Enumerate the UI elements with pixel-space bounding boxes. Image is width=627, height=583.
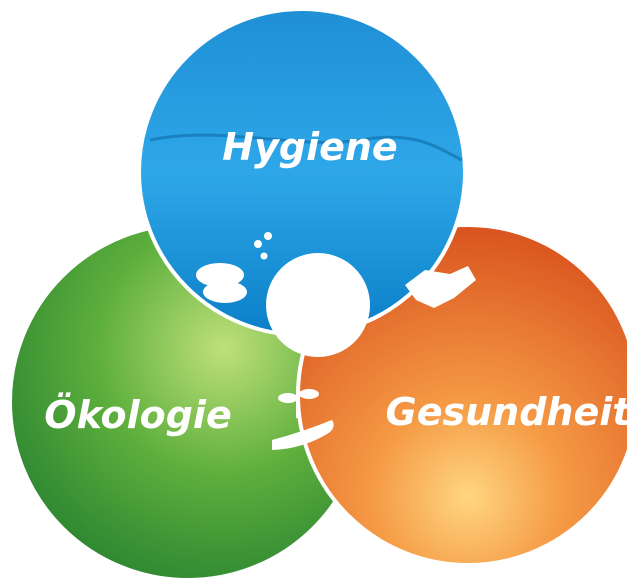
label-hygiene: Hygiene [222, 125, 397, 169]
label-oekologie: Ökologie [44, 393, 231, 437]
page: {"circles": [ {"label": "Ökologie"}, {"l… [0, 0, 627, 583]
center-hole [266, 253, 370, 357]
label-gesundheit: Gesundheit [386, 390, 627, 434]
venn-diagram: Hygiene Ökologie Gesundheit [0, 0, 627, 583]
